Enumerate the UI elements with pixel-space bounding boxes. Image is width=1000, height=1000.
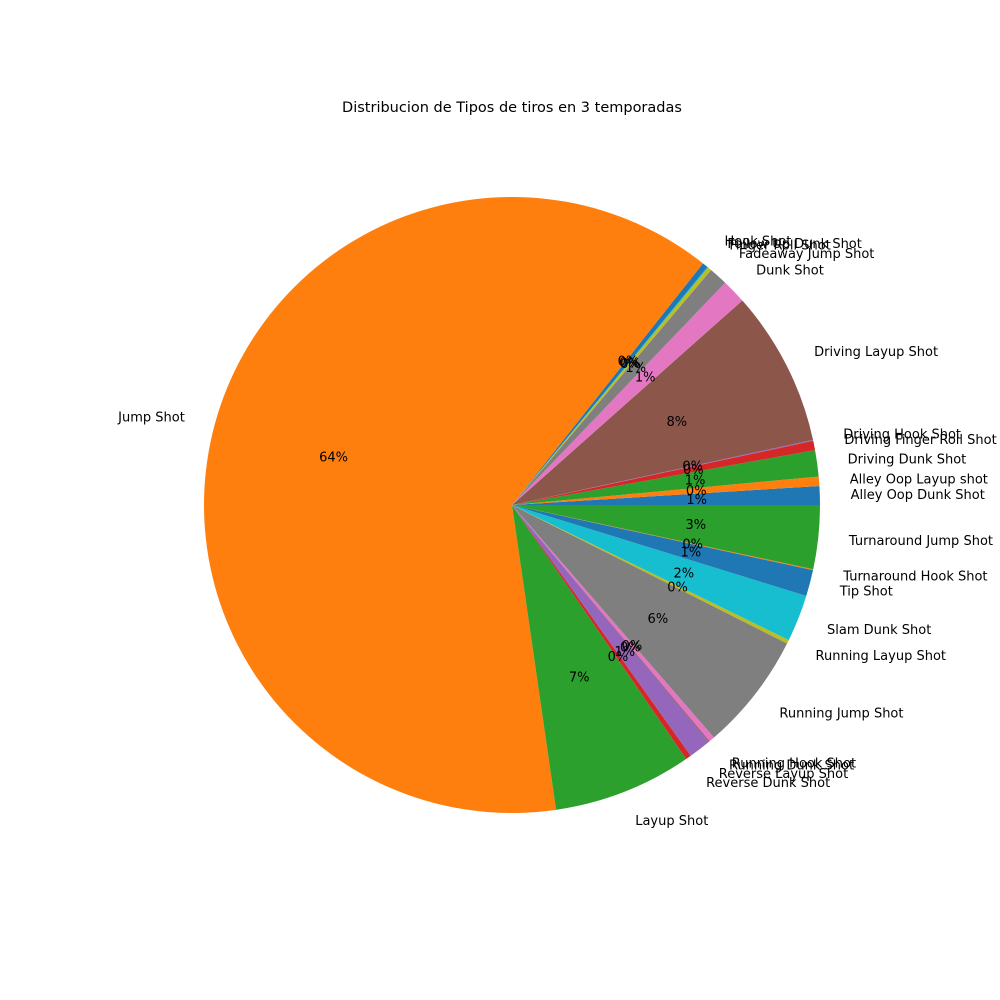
pie-slice-label: Tip Shot bbox=[839, 584, 893, 599]
pie-percent-label: 8% bbox=[666, 415, 687, 430]
pie-slice-driving-finger-roll-shot bbox=[512, 440, 816, 505]
pie-percent-label: 3% bbox=[685, 518, 706, 533]
pie-slice-dunk-shot bbox=[512, 282, 743, 505]
pie-percent-label: 0% bbox=[620, 357, 641, 372]
pie-slice-label: Running Jump Shot bbox=[779, 707, 903, 722]
pie-percent-label: 0% bbox=[620, 640, 641, 655]
pie-slice-label: Running Hook Shot bbox=[732, 756, 856, 771]
pie-percent-label: 1% bbox=[625, 361, 646, 376]
pie-slice-finger-roll-shot bbox=[512, 267, 712, 505]
pie-slice-driving-dunk-shot bbox=[512, 450, 819, 505]
pie-slice-label: Driving Hook Shot bbox=[843, 427, 961, 442]
pie-slice-label: Driving Finger Roll Shot bbox=[844, 433, 996, 448]
pie-slice-slam-dunk-shot bbox=[512, 505, 807, 641]
pie-percent-label: 6% bbox=[648, 612, 669, 627]
pie-slice-label: Turnaround Hook Shot bbox=[842, 570, 987, 585]
pie-slice-label: Driving Dunk Shot bbox=[848, 453, 967, 468]
pie-percent-label: 0% bbox=[608, 650, 629, 665]
pie-percent-label: 0% bbox=[682, 537, 703, 552]
pie-percent-labels: 1%0%1%0%0%8%1%1%0%0%0%64%7%0%1%0%0%6%0%2… bbox=[319, 355, 707, 686]
pie-percent-label: 0% bbox=[619, 356, 640, 371]
pie-slice-label: Finger Roll Shot bbox=[729, 239, 830, 254]
pie-slice-label: Follow Up Dunk Shot bbox=[727, 237, 862, 252]
pie-slice-running-hook-shot bbox=[512, 505, 714, 742]
pie-percent-label: 1% bbox=[685, 473, 706, 488]
pie-slices bbox=[204, 197, 820, 813]
pie-slice-jump-shot bbox=[204, 197, 703, 813]
pie-slice-label: Fadeaway Jump Shot bbox=[739, 247, 875, 262]
pie-slice-label: Reverse Layup Shot bbox=[719, 767, 848, 782]
pie-percent-label: 64% bbox=[319, 451, 348, 466]
pie-slice-label: Running Dunk Shot bbox=[729, 759, 854, 774]
pie-slice-driving-layup-shot bbox=[512, 300, 814, 505]
pie-slice-fadeaway-jump-shot bbox=[512, 269, 726, 505]
pie-slice-alley-oop-layup-shot bbox=[512, 476, 820, 505]
pie-slice-label: Hook Shot bbox=[725, 235, 792, 250]
pie-percent-label: 0% bbox=[686, 484, 707, 499]
pie-slice-label: Dunk Shot bbox=[756, 264, 824, 279]
pie-slice-running-dunk-shot bbox=[512, 505, 710, 742]
pie-percent-label: 0% bbox=[618, 355, 639, 370]
pie-slice-turnaround-jump-shot bbox=[512, 505, 820, 570]
pie-slice-running-jump-shot bbox=[512, 505, 788, 738]
pie-percent-label: 2% bbox=[674, 567, 695, 582]
pie-percent-label: 0% bbox=[683, 463, 704, 478]
pie-percent-label: 7% bbox=[569, 671, 590, 686]
pie-percent-label: 1% bbox=[614, 645, 635, 660]
pie-slice-alley-oop-dunk-shot bbox=[512, 485, 820, 505]
pie-slice-tip-shot bbox=[512, 505, 814, 596]
pie-slice-label: Jump Shot bbox=[117, 411, 185, 426]
pie-slice-label: Running Layup Shot bbox=[816, 649, 946, 664]
pie-slice-driving-hook-shot bbox=[512, 439, 814, 505]
pie-percent-label: 0% bbox=[622, 639, 643, 654]
pie-slice-layup-shot bbox=[512, 505, 687, 810]
pie-slice-hook-shot bbox=[512, 263, 708, 505]
pie-slice-running-layup-shot bbox=[512, 505, 789, 644]
pie-slice-label: Turnaround Jump Shot bbox=[848, 534, 993, 549]
chart-title: Distribucion de Tipos de tiros en 3 temp… bbox=[342, 100, 682, 116]
pie-percent-label: 0% bbox=[682, 460, 703, 475]
pie-percent-label: 0% bbox=[667, 581, 688, 596]
pie-percent-label: 1% bbox=[686, 493, 707, 508]
pie-slice-reverse-layup-shot bbox=[512, 505, 709, 756]
pie-slice-label: Alley Oop Layup shot bbox=[850, 472, 988, 487]
pie-percent-label: 1% bbox=[635, 370, 656, 385]
pie-slice-label: Slam Dunk Shot bbox=[827, 623, 931, 638]
pie-slice-label: Driving Layup Shot bbox=[814, 345, 938, 360]
pie-slice-label: Reverse Dunk Shot bbox=[706, 776, 830, 791]
pie-slice-turnaround-hook-shot bbox=[512, 505, 814, 571]
pie-slice-label: Layup Shot bbox=[635, 814, 708, 829]
pie-slice-reverse-dunk-shot bbox=[512, 505, 691, 760]
pie-percent-label: 1% bbox=[680, 545, 701, 560]
pie-slice-label: Alley Oop Dunk Shot bbox=[851, 488, 985, 503]
pie-slice-follow-up-dunk-shot bbox=[512, 266, 709, 505]
